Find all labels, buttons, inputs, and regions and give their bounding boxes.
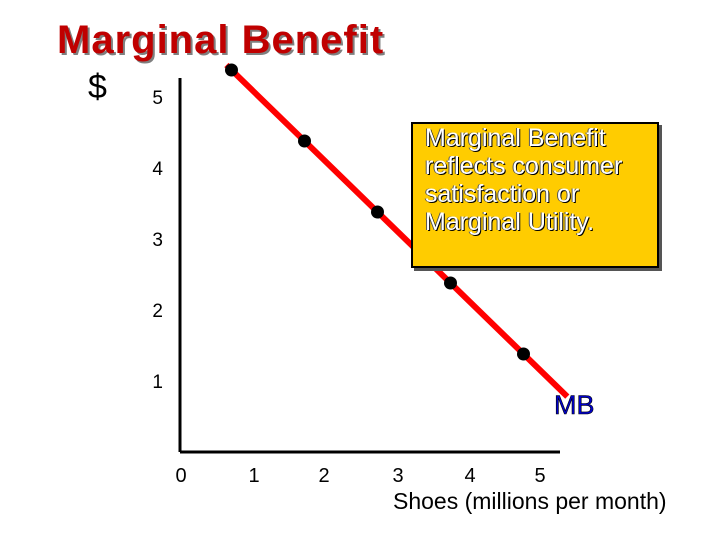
data-point — [298, 134, 311, 148]
y-tick-label: 3 — [152, 230, 163, 251]
data-point — [444, 276, 457, 290]
mb-series-line — [224, 62, 570, 399]
x-tick-label: 5 — [534, 465, 545, 487]
x-tick-label: 4 — [464, 465, 475, 487]
y-tick-label: 1 — [152, 372, 163, 393]
y-tick-label: 5 — [152, 88, 163, 109]
callout-box: Marginal Benefit reflects consumer satis… — [411, 122, 659, 268]
x-axis-label: Shoes (millions per month) — [393, 488, 667, 514]
x-tick-label: 0 — [175, 465, 186, 487]
y-axis-label: $ — [88, 68, 107, 106]
y-tick-label: 2 — [152, 301, 163, 322]
data-point — [517, 347, 530, 361]
x-tick-label: 1 — [248, 465, 259, 487]
data-point — [371, 205, 384, 219]
y-tick-label: 4 — [152, 159, 163, 180]
data-point — [225, 63, 238, 77]
x-tick-label: 2 — [318, 465, 329, 487]
chart-title: Marginal Benefit — [57, 18, 385, 62]
series-label-mb: MB — [554, 390, 595, 420]
x-tick-label: 3 — [392, 465, 403, 487]
